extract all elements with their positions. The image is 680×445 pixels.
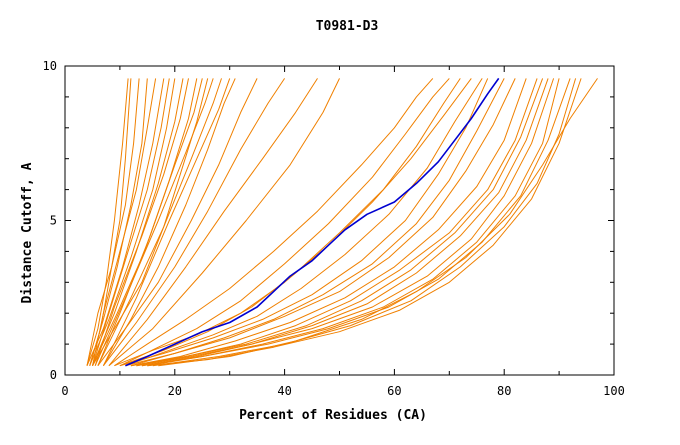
x-tick-label: 20 xyxy=(168,384,182,398)
series-line xyxy=(97,78,203,366)
series-line xyxy=(152,78,577,367)
series-line xyxy=(125,78,483,367)
series-line xyxy=(130,78,505,367)
y-tick-label: 5 xyxy=(50,214,57,228)
series-line xyxy=(147,78,582,367)
y-tick-label: 10 xyxy=(43,59,57,73)
series-line xyxy=(92,78,184,366)
series-line xyxy=(141,78,549,367)
series-line xyxy=(108,78,340,367)
series-line xyxy=(119,78,461,367)
x-tick-label: 0 xyxy=(61,384,68,398)
series-line xyxy=(114,78,434,367)
series-line xyxy=(119,78,450,367)
series-line xyxy=(86,78,140,366)
x-axis-label: Percent of Residues (CA) xyxy=(239,408,427,423)
series-line xyxy=(86,78,129,366)
series-line xyxy=(94,78,189,366)
series-line xyxy=(136,78,538,367)
series-line xyxy=(119,78,489,367)
highlight-series-line xyxy=(125,77,500,367)
series-line xyxy=(130,78,527,367)
series-line xyxy=(130,78,544,367)
series-line xyxy=(92,78,209,366)
series-line xyxy=(92,78,170,366)
series-line xyxy=(94,78,214,366)
x-tick-label: 80 xyxy=(497,384,511,398)
series-line xyxy=(102,78,236,366)
series-line xyxy=(125,78,516,367)
series-layer xyxy=(86,77,598,367)
series-line xyxy=(97,78,258,366)
y-tick-label: 0 xyxy=(50,368,57,382)
series-line xyxy=(92,78,157,366)
series-line xyxy=(86,78,165,366)
x-tick-label: 40 xyxy=(277,384,291,398)
series-line xyxy=(102,78,231,366)
series-line xyxy=(108,78,318,367)
series-line xyxy=(147,78,560,367)
series-line xyxy=(158,78,598,367)
y-axis-label: Distance Cutoff, A xyxy=(20,162,35,303)
chart-title: T0981-D3 xyxy=(316,19,379,34)
series-line xyxy=(103,78,286,367)
axis-layer: 0 20 40 60 80 100 0 5 10 xyxy=(43,59,625,398)
x-tick-label: 60 xyxy=(387,384,401,398)
series-line xyxy=(136,78,555,367)
series-line xyxy=(89,78,176,366)
x-tick-label: 100 xyxy=(603,384,625,398)
